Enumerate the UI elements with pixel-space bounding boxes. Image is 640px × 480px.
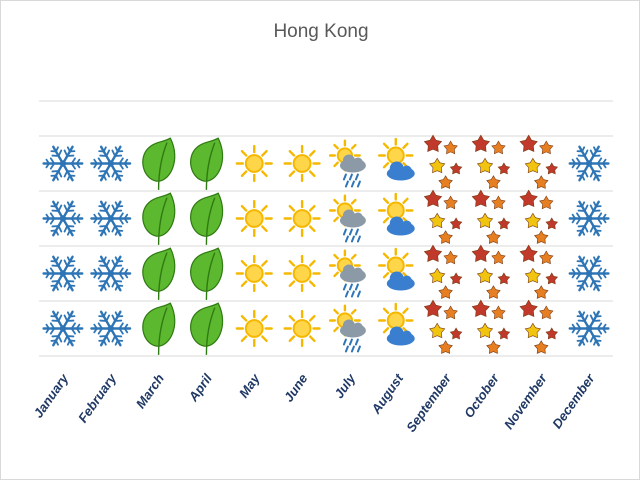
x-tick-label: November [501,370,550,431]
bar-january [42,145,84,347]
snowflake-icon [90,255,132,292]
x-tick-label: May [236,370,263,400]
sun-icon [235,199,273,238]
bar-september [423,134,463,354]
leaf-icon [142,137,176,190]
snowflake-icon [568,145,610,182]
autumn-leaves-icon [423,299,463,354]
x-tick-label: September [403,370,454,434]
sun-cloud-icon [378,137,415,181]
autumn-leaves-icon [471,299,511,354]
bar-november [519,134,559,354]
sun-icon [283,309,321,348]
sun-cloud-icon [378,302,415,346]
sun-cloud-icon [378,192,415,236]
snowflake-icon [568,255,610,292]
snowflake-icon [42,310,84,347]
autumn-leaves-icon [423,134,463,189]
x-tick-label: April [185,371,215,405]
sun-icon [283,199,321,238]
autumn-leaves-icon [423,244,463,299]
x-tick-label: February [75,370,120,425]
autumn-leaves-icon [519,134,559,189]
bar-may [235,144,273,348]
x-tick-label: June [281,371,311,404]
leaf-icon [190,192,224,245]
leaf-icon [142,192,176,245]
sun-cloud-rain-icon [328,139,366,188]
x-tick-label: December [549,370,598,431]
snowflake-icon [568,310,610,347]
sun-cloud-rain-icon [328,194,366,243]
snowflake-icon [90,145,132,182]
bar-october [471,134,511,354]
bar-july [328,139,366,353]
leaf-icon [190,302,224,355]
leaf-icon [190,137,224,190]
sun-cloud-rain-icon [328,249,366,298]
snowflake-icon [90,310,132,347]
leaf-icon [142,302,176,355]
autumn-leaves-icon [519,189,559,244]
sun-cloud-icon [378,247,415,291]
autumn-leaves-icon [423,189,463,244]
bar-march [142,137,176,355]
sun-icon [235,254,273,293]
autumn-leaves-icon [471,134,511,189]
snowflake-icon [42,200,84,237]
x-tick-label: January [30,370,71,420]
autumn-leaves-icon [471,189,511,244]
sun-cloud-rain-icon [328,304,366,353]
bar-august [378,137,415,346]
sun-icon [283,144,321,183]
bar-december [568,145,610,347]
x-tick-label: March [133,371,167,411]
x-tick-label: October [461,370,502,420]
sun-icon [283,254,321,293]
chart-title: Hong Kong [273,21,369,42]
leaf-icon [142,247,176,300]
autumn-leaves-icon [519,299,559,354]
sun-icon [235,144,273,183]
x-tick-label: July [331,370,359,401]
snowflake-icon [42,145,84,182]
autumn-leaves-icon [519,244,559,299]
bar-april [190,137,224,355]
snowflake-icon [90,200,132,237]
sun-icon [235,309,273,348]
gridlines [39,135,613,357]
bar-june [283,144,321,348]
snowflake-icon [42,255,84,292]
autumn-leaves-icon [471,244,511,299]
bar-february [90,145,132,347]
snowflake-icon [568,200,610,237]
x-tick-label: August [368,371,407,418]
leaf-icon [190,247,224,300]
